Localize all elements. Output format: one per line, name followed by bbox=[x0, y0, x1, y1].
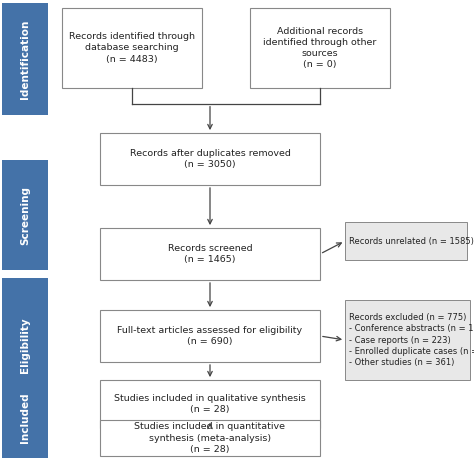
Bar bbox=[2, 160, 48, 270]
Bar bbox=[345, 300, 470, 380]
Text: Studies included in quantitative
synthesis (meta-analysis)
(n = 28): Studies included in quantitative synthes… bbox=[135, 422, 285, 454]
Text: Eligibility: Eligibility bbox=[20, 318, 30, 373]
Bar bbox=[250, 8, 390, 88]
Text: Studies included in qualitative synthesis
(n = 28): Studies included in qualitative synthesi… bbox=[114, 394, 306, 414]
Text: Full-text articles assessed for eligibility
(n = 690): Full-text articles assessed for eligibil… bbox=[118, 326, 302, 346]
Bar bbox=[100, 380, 320, 428]
Text: Records screened
(n = 1465): Records screened (n = 1465) bbox=[168, 244, 252, 264]
Text: Records unrelated (n = 1585): Records unrelated (n = 1585) bbox=[349, 236, 474, 246]
Bar bbox=[2, 378, 48, 458]
Bar bbox=[2, 278, 48, 413]
Text: Records identified through
database searching
(n = 4483): Records identified through database sear… bbox=[69, 32, 195, 64]
Text: Screening: Screening bbox=[20, 185, 30, 244]
Bar bbox=[100, 133, 320, 185]
Text: Records after duplicates removed
(n = 3050): Records after duplicates removed (n = 30… bbox=[129, 149, 291, 169]
Bar bbox=[2, 3, 48, 115]
Bar bbox=[100, 310, 320, 362]
Bar bbox=[100, 420, 320, 456]
Text: Records excluded (n = 775)
- Conference abstracts (n = 169)
- Case reports (n = : Records excluded (n = 775) - Conference … bbox=[349, 313, 474, 366]
Text: Identification: Identification bbox=[20, 19, 30, 99]
Bar bbox=[100, 228, 320, 280]
Bar bbox=[345, 222, 467, 260]
Bar bbox=[62, 8, 202, 88]
Text: Included: Included bbox=[20, 393, 30, 443]
Text: Additional records
identified through other
sources
(n = 0): Additional records identified through ot… bbox=[264, 27, 377, 69]
